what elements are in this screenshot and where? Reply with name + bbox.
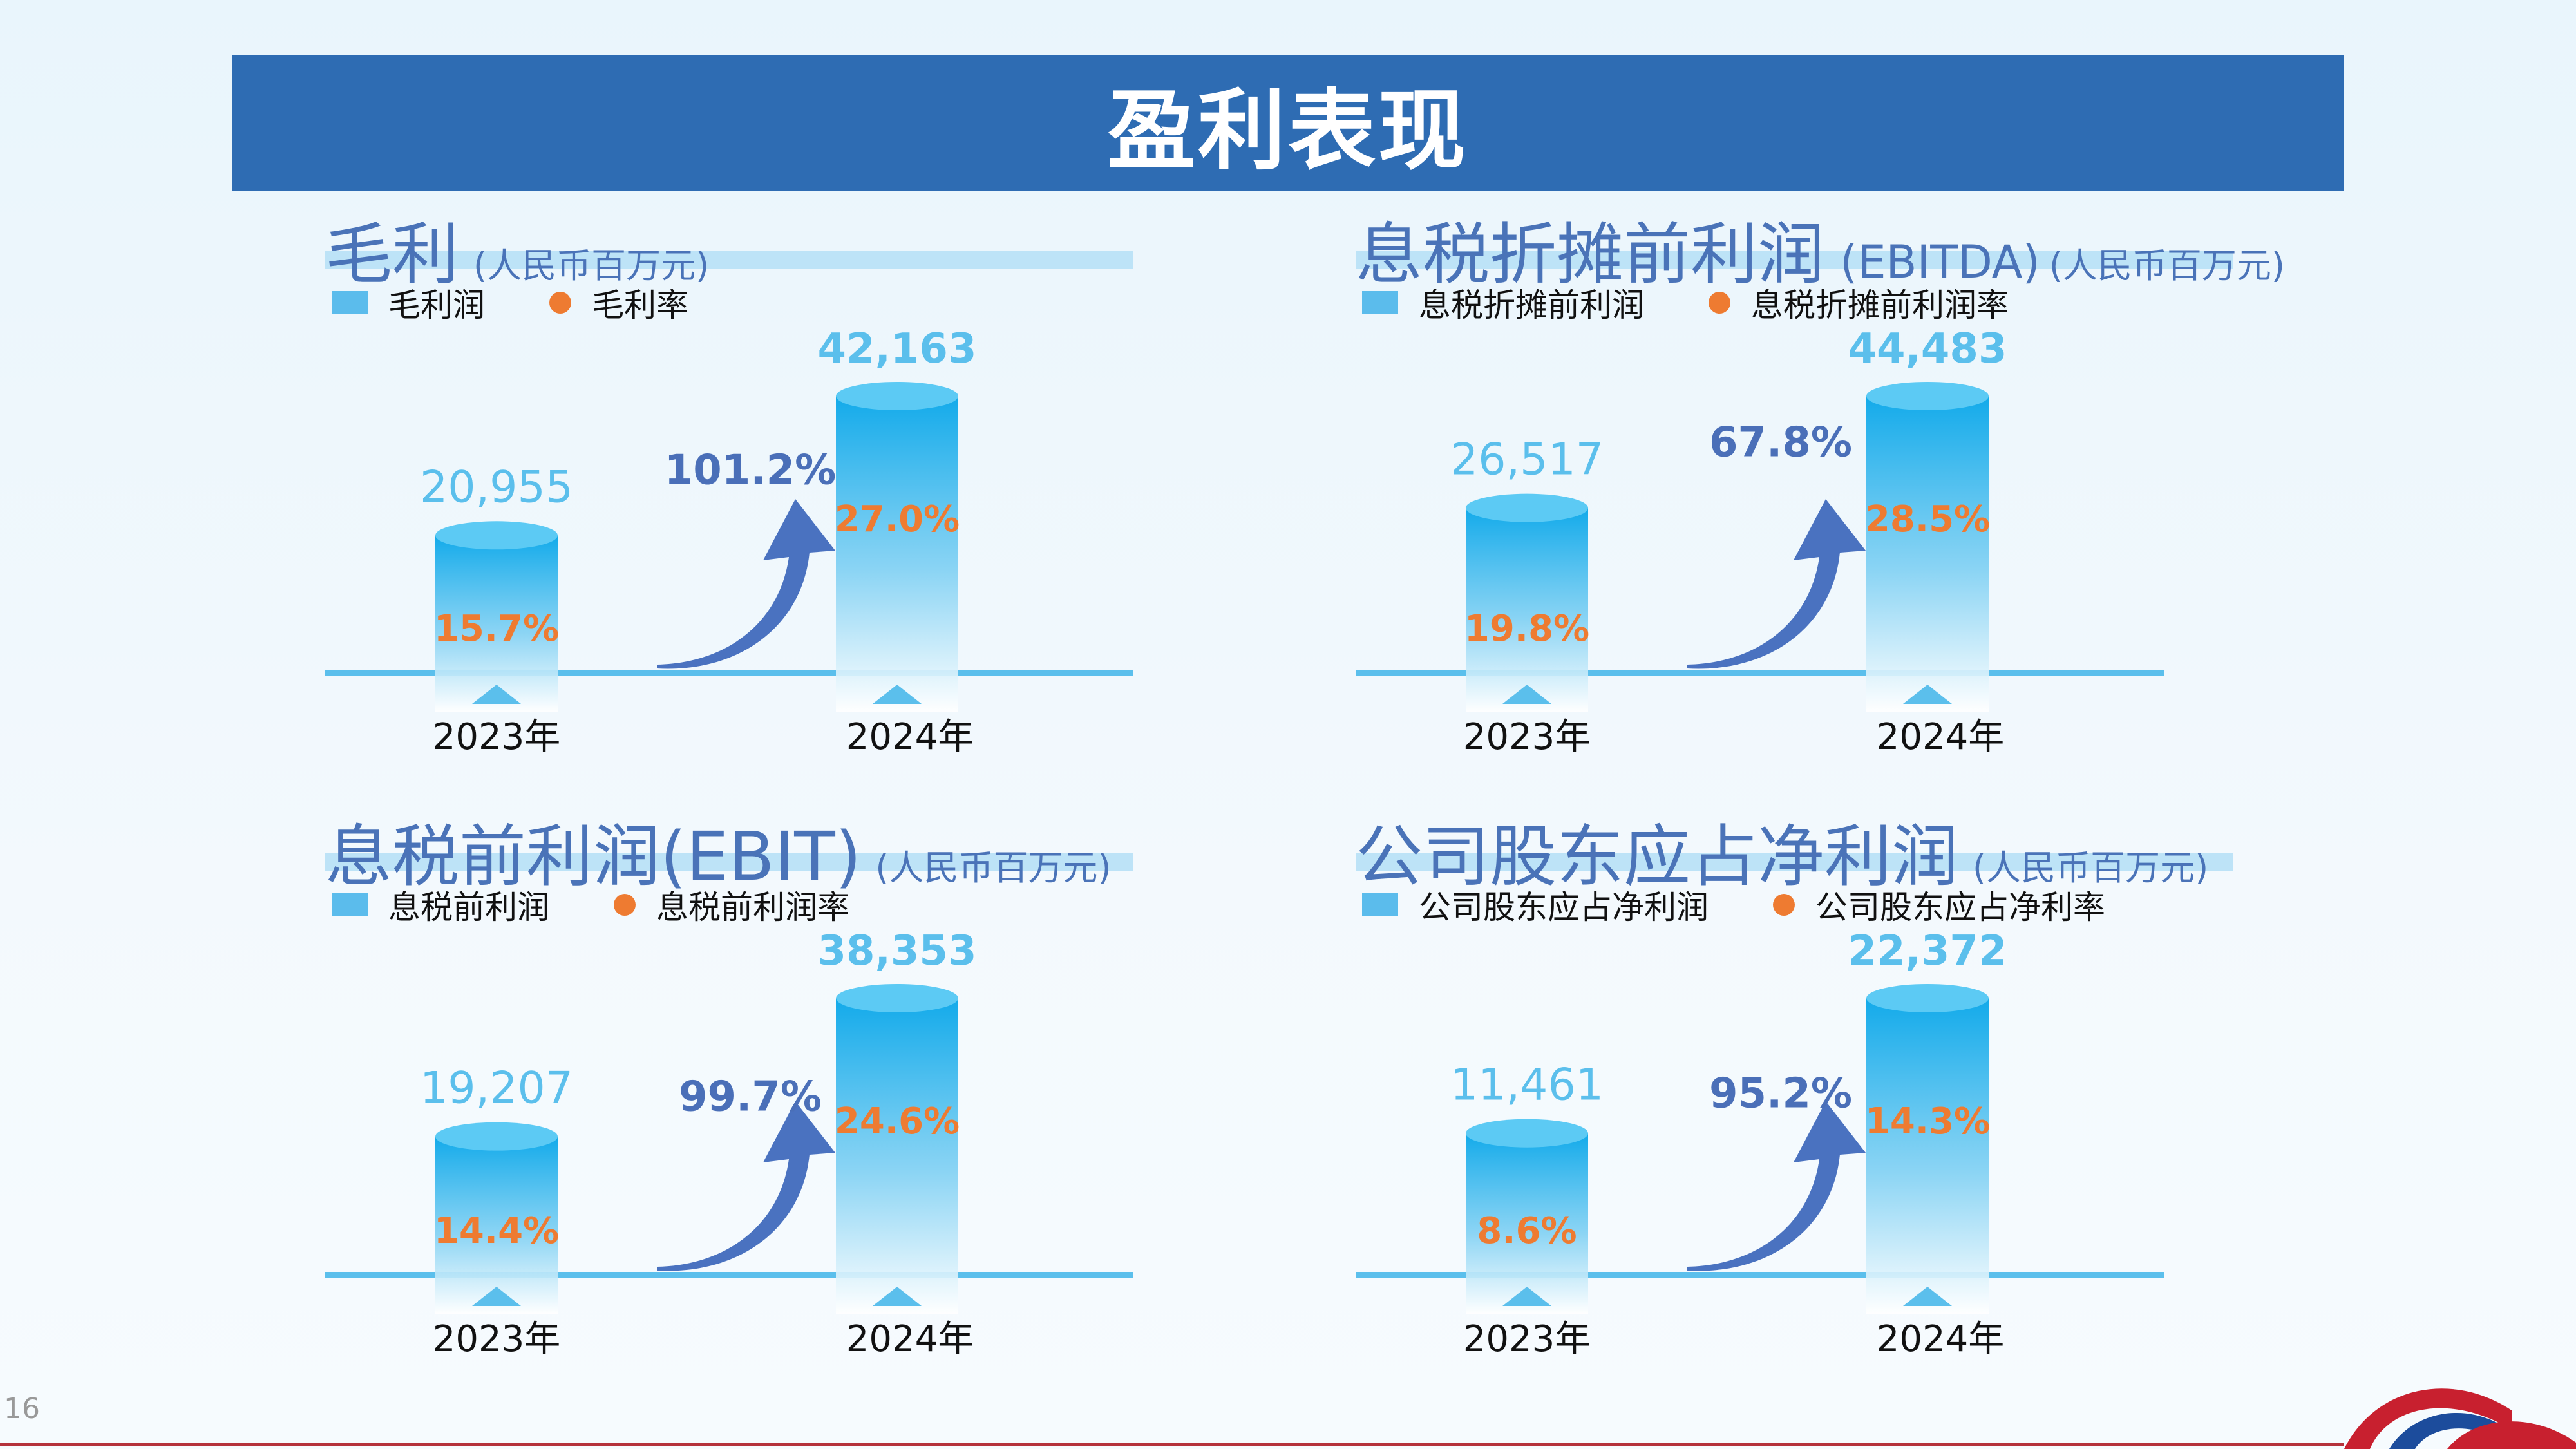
value-label: 20,955	[420, 462, 573, 513]
value-label: 44,483	[1848, 325, 2007, 373]
growth-arrow	[1687, 499, 1866, 668]
value-label: 38,353	[818, 927, 977, 975]
bar-chart: 11,461 8.6% 2023年 22,372 14.3% 2024年 95.2%	[1356, 802, 2334, 1394]
rate-label: 14.3%	[1865, 1101, 1990, 1142]
page-title: 盈利表现	[1108, 60, 1468, 187]
panel-gross-profit: 毛利 (人民币百万元) 毛利润 毛利率 20,955 15.7% 2023年 42,16…	[325, 200, 1304, 792]
bar	[836, 998, 958, 1314]
bar-cap	[435, 521, 558, 549]
category-label: 2023年	[433, 1318, 561, 1360]
growth-arrow	[1687, 1101, 1866, 1271]
bar-cap	[836, 984, 958, 1012]
title-banner: 盈利表现	[232, 55, 2344, 191]
bar-cap	[1866, 984, 1989, 1012]
value-label: 22,372	[1848, 927, 2007, 975]
bar	[836, 396, 958, 712]
bar-cap	[1866, 382, 1989, 410]
category-label: 2023年	[1463, 716, 1591, 758]
rate-label: 27.0%	[835, 498, 960, 540]
page-number: 16	[4, 1392, 40, 1425]
bar-cap	[1466, 1119, 1588, 1148]
rate-label: 24.6%	[835, 1101, 960, 1142]
rate-label: 14.4%	[434, 1210, 559, 1252]
value-label: 26,517	[1450, 435, 1604, 486]
bar-cap	[836, 382, 958, 410]
growth-label: 95.2%	[1709, 1070, 1852, 1118]
category-label: 2024年	[846, 1318, 974, 1360]
growth-arrow	[657, 1101, 835, 1271]
value-label: 42,163	[818, 325, 977, 373]
panel-ebitda: 息税折摊前利润 (EBITDA) (人民币百万元) 息税折摊前利润 息税折摊前利润率…	[1356, 200, 2334, 792]
bar-chart: 19,207 14.4% 2023年 38,353 24.6% 2024年 99.7%	[325, 802, 1304, 1394]
growth-label: 99.7%	[679, 1074, 822, 1121]
panel-net-profit: 公司股东应占净利润 (人民币百万元) 公司股东应占净利润 公司股东应占净利率 11…	[1356, 802, 2334, 1394]
bar-chart: 20,955 15.7% 2023年 42,163 27.0% 2024年 101.2%	[325, 200, 1304, 792]
category-label: 2024年	[1877, 716, 2005, 758]
brand-logo	[2318, 1372, 2576, 1449]
rate-label: 19.8%	[1464, 608, 1589, 650]
panel-ebit: 息税前利润(EBIT) (人民币百万元) 息税前利润 息税前利润率 19,207 1…	[325, 802, 1304, 1394]
category-label: 2024年	[1877, 1318, 2005, 1360]
growth-label: 67.8%	[1709, 419, 1852, 467]
growth-arrow	[657, 499, 835, 668]
value-label: 19,207	[420, 1063, 573, 1114]
value-label: 11,461	[1450, 1060, 1604, 1111]
bar-cap	[1466, 494, 1588, 522]
rate-label: 8.6%	[1477, 1210, 1577, 1252]
category-label: 2023年	[433, 716, 561, 758]
rate-label: 15.7%	[434, 608, 559, 650]
bar	[1866, 998, 1989, 1314]
category-label: 2024年	[846, 716, 974, 758]
bar-chart: 26,517 19.8% 2023年 44,483 28.5% 2024年 67.8%	[1356, 200, 2334, 792]
bar-cap	[435, 1122, 558, 1151]
category-label: 2023年	[1463, 1318, 1591, 1360]
growth-label: 101.2%	[665, 446, 837, 494]
footer-line	[0, 1443, 2344, 1446]
bar	[1866, 396, 1989, 712]
rate-label: 28.5%	[1865, 498, 1990, 540]
